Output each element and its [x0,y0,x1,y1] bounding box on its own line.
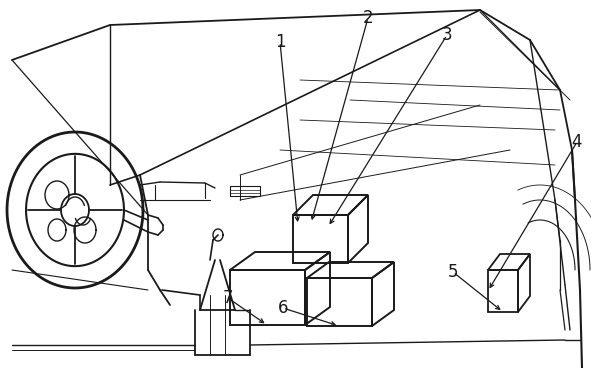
Text: 6: 6 [278,299,288,317]
Text: 4: 4 [571,133,582,151]
Text: 1: 1 [275,33,285,51]
Text: 5: 5 [448,263,458,281]
Text: 7: 7 [223,289,233,307]
Text: 3: 3 [441,26,452,44]
Text: 2: 2 [363,9,374,27]
